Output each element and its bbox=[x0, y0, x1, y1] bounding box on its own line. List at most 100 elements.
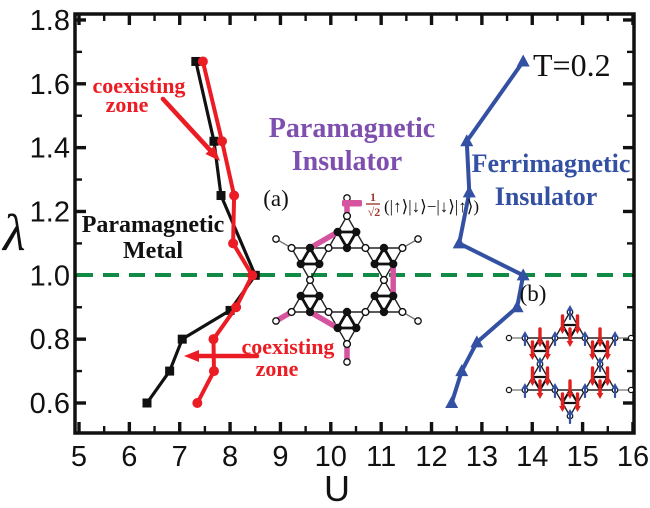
open-site bbox=[627, 334, 635, 342]
filled-site bbox=[352, 323, 361, 333]
filled-site bbox=[388, 291, 398, 301]
spin-up-arrowhead bbox=[551, 331, 559, 337]
coexisting-zone-bottom-line2: zone bbox=[256, 356, 299, 381]
filled-site bbox=[305, 243, 315, 253]
square-marker bbox=[177, 334, 187, 344]
open-site bbox=[272, 317, 280, 325]
circle-marker bbox=[247, 270, 258, 281]
lattice-bond bbox=[298, 245, 322, 266]
square-marker bbox=[191, 56, 201, 66]
spin-down-arrowhead bbox=[559, 406, 566, 412]
filled-site bbox=[352, 227, 361, 237]
x-tick-label: 5 bbox=[71, 441, 87, 473]
spin-down-arrowhead bbox=[529, 380, 536, 386]
spin-up-arrowhead bbox=[566, 409, 574, 415]
square-marker bbox=[225, 305, 235, 315]
circle-marker bbox=[192, 398, 203, 408]
axis-tick-labels: 5 6 7 8 9 10 11 12 13 14 15 16 0.6 0.8 1.0 1.2 1.4 1.6 1.8 bbox=[30, 5, 649, 473]
spin-down-arrowhead bbox=[559, 328, 566, 334]
circle-marker bbox=[229, 190, 240, 201]
y-tick-label: 1.0 bbox=[30, 260, 70, 292]
series-coexisting-zone-boundary bbox=[192, 56, 258, 408]
lattice-bond bbox=[590, 335, 610, 353]
circle-marker bbox=[217, 136, 228, 147]
spin-down-arrowhead bbox=[566, 341, 574, 347]
triangle-marker bbox=[516, 268, 530, 281]
x-tick-label: 8 bbox=[222, 441, 238, 473]
filled-site bbox=[333, 227, 342, 237]
y-tick-label: 0.8 bbox=[30, 324, 70, 356]
paramagnetic-metal-label-line2: Metal bbox=[123, 238, 183, 264]
spin-up-arrowhead bbox=[566, 305, 574, 311]
lattice-bond bbox=[372, 245, 396, 266]
filled-site bbox=[370, 291, 379, 301]
formula-kets: (|↑⟩|↓⟩−|↓⟩|↑⟩) bbox=[384, 197, 479, 216]
paramagnetic-insulator-label-line2: Insulator bbox=[292, 146, 402, 177]
x-tick-label: 15 bbox=[566, 441, 598, 473]
filled-site bbox=[305, 307, 315, 317]
open-site bbox=[414, 235, 422, 243]
ferrimagnetic-insulator-label-line2: Insulator bbox=[495, 182, 598, 211]
y-tick-label: 1.4 bbox=[30, 133, 70, 165]
singlet-dimer-bond bbox=[307, 309, 341, 331]
annotation-arrowhead bbox=[205, 145, 220, 161]
circle-marker bbox=[208, 334, 219, 345]
inset-b-ferrimagnetic-lattice bbox=[505, 305, 635, 425]
x-tick-label: 11 bbox=[366, 441, 396, 473]
lattice-bond bbox=[560, 323, 580, 341]
singlet-dimer-bond bbox=[307, 229, 341, 251]
paramagnetic-metal-label-line1: Paramagnetic bbox=[82, 212, 225, 238]
spin-down-arrowhead bbox=[574, 406, 581, 412]
spin-down-arrowhead bbox=[536, 393, 544, 399]
open-site bbox=[324, 243, 333, 253]
y-tick-label: 1.2 bbox=[30, 196, 70, 228]
spin-down-arrowhead bbox=[596, 393, 604, 399]
coexisting-zone-top-line2: zone bbox=[106, 92, 149, 117]
square-marker bbox=[216, 191, 226, 201]
inset-a-star-lattice bbox=[272, 194, 422, 366]
x-tick-label: 13 bbox=[466, 441, 498, 473]
open-site bbox=[342, 339, 352, 349]
filled-site bbox=[296, 259, 306, 269]
x-tick-label: 9 bbox=[272, 441, 288, 473]
x-axis-title-u: U bbox=[324, 468, 350, 508]
axis-ticks bbox=[75, 14, 635, 433]
plot-frame bbox=[73, 12, 636, 435]
triangle-marker bbox=[452, 236, 466, 249]
spin-down-arrowhead bbox=[604, 354, 611, 360]
open-site bbox=[272, 235, 280, 243]
y-axis-title-lambda: λ bbox=[1, 205, 26, 262]
temperature-label: T=0.2 bbox=[533, 47, 611, 83]
open-site bbox=[361, 243, 370, 253]
open-site bbox=[287, 243, 296, 253]
inset-a-label: (a) bbox=[263, 186, 289, 211]
open-site bbox=[398, 243, 407, 253]
y-tick-label: 1.8 bbox=[30, 5, 70, 37]
spin-down-arrowhead bbox=[566, 393, 574, 399]
open-site bbox=[342, 211, 352, 221]
triangle-marker bbox=[455, 364, 469, 377]
open-site bbox=[305, 275, 315, 285]
spin-down-arrowhead bbox=[544, 380, 551, 386]
series-line bbox=[449, 59, 526, 405]
pink-dimer-dash-icon bbox=[342, 200, 362, 207]
lattice-bond bbox=[372, 294, 396, 315]
lattice-bond bbox=[560, 387, 580, 405]
open-site bbox=[414, 317, 422, 325]
lattice-bond bbox=[298, 294, 322, 315]
open-site bbox=[343, 358, 351, 366]
x-tick-label: 12 bbox=[415, 441, 447, 473]
y-tick-label: 0.6 bbox=[30, 388, 70, 420]
spin-up-arrowhead bbox=[521, 331, 529, 337]
filled-site bbox=[342, 243, 352, 253]
circle-marker bbox=[208, 366, 219, 377]
filled-site bbox=[315, 291, 324, 301]
x-tick-label: 16 bbox=[617, 441, 649, 473]
open-site bbox=[379, 275, 389, 285]
formula-fraction-denominator: √2 bbox=[368, 205, 381, 219]
paramagnetic-insulator-label-line1: Paramagnetic bbox=[269, 113, 435, 144]
open-site bbox=[361, 307, 370, 317]
filled-site bbox=[379, 307, 389, 317]
